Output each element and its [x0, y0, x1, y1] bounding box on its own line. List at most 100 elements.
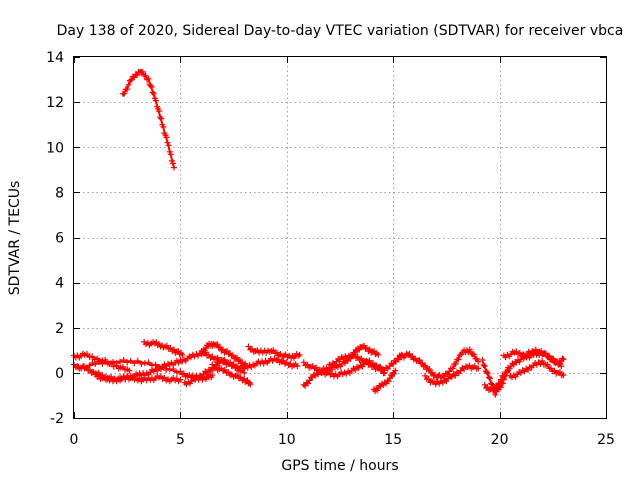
data-point [229, 352, 236, 359]
x-tick-label: 10 [278, 432, 296, 448]
data-point [274, 356, 281, 363]
y-tick-label: 4 [55, 276, 64, 292]
data-point [363, 358, 370, 365]
data-point [209, 353, 216, 360]
data-point [237, 374, 244, 381]
data-point [247, 381, 254, 388]
data-point [179, 351, 186, 358]
data-point [306, 377, 313, 384]
data-point [212, 363, 219, 370]
data-point [351, 351, 358, 358]
data-point [354, 354, 361, 360]
data-point [270, 347, 277, 354]
series-track-g [198, 340, 250, 370]
data-point [124, 86, 131, 93]
data-point [370, 363, 377, 370]
data-point [551, 367, 558, 374]
data-point [452, 360, 459, 367]
data-point [138, 360, 145, 367]
data-point [480, 362, 487, 368]
x-tick-label: 15 [384, 432, 402, 448]
series-track-c [75, 356, 248, 381]
data-point [556, 369, 563, 375]
data-point [304, 361, 311, 368]
y-tick-label: 2 [55, 321, 64, 337]
data-point [201, 347, 208, 354]
chart-title: Day 138 of 2020, Sidereal Day-to-day VTE… [57, 23, 624, 39]
data-point [425, 375, 432, 382]
data-point [113, 360, 120, 367]
data-point [149, 362, 155, 369]
data-point [294, 363, 301, 370]
data-point [159, 363, 166, 370]
data-point [148, 84, 155, 90]
data-point [163, 342, 170, 349]
data-point [488, 380, 495, 387]
data-point [163, 134, 170, 141]
data-point [392, 367, 399, 374]
data-point [539, 357, 546, 364]
data-point [234, 372, 241, 378]
y-tick-label: 14 [46, 50, 64, 66]
data-point [537, 360, 544, 367]
series-track-h [209, 361, 254, 388]
x-tick-label: 25 [597, 432, 615, 448]
x-axis-label: GPS time / hours [281, 458, 398, 474]
data-point [117, 358, 124, 365]
series-high-satellite-arc [119, 68, 177, 171]
series-track-e [141, 338, 186, 358]
data-point [230, 361, 237, 368]
y-tick-label: 6 [55, 231, 64, 247]
data-point [492, 391, 499, 398]
data-point [102, 358, 109, 365]
data-point [550, 356, 557, 363]
data-point [150, 90, 157, 97]
data-point [89, 360, 96, 366]
data-point [89, 353, 96, 360]
data-point [545, 352, 552, 359]
data-point [376, 364, 382, 371]
data-point [249, 345, 255, 352]
data-point [466, 346, 473, 353]
data-point [422, 372, 429, 379]
data-point [538, 348, 545, 354]
data-point [241, 369, 248, 376]
data-point [560, 356, 567, 363]
data-point [559, 355, 566, 362]
data-point [416, 357, 423, 363]
data-point [296, 351, 303, 358]
data-point [475, 365, 482, 372]
series-track-i [245, 343, 303, 361]
data-point [479, 357, 486, 363]
data-point [177, 368, 184, 375]
data-point [92, 370, 99, 377]
data-point [99, 360, 106, 367]
data-point [110, 363, 117, 370]
data-point [484, 370, 491, 377]
data-point [455, 356, 462, 363]
data-point [483, 369, 490, 376]
data-point [313, 364, 320, 371]
data-point [532, 346, 539, 353]
data-point [110, 359, 116, 365]
data-point [165, 142, 172, 149]
data-point [273, 349, 280, 356]
series-track-d [92, 370, 184, 385]
data-point [449, 365, 456, 372]
data-point [167, 151, 174, 158]
data-point [385, 378, 392, 385]
data-point [486, 374, 492, 381]
data-point [245, 343, 252, 350]
data-point [446, 368, 453, 375]
data-point [142, 72, 149, 79]
data-point [157, 114, 164, 121]
series-track-n [396, 346, 482, 381]
data-point [134, 72, 141, 79]
data-point [243, 363, 250, 370]
data-point [171, 164, 177, 171]
series-track-r [500, 346, 567, 367]
x-tick-label: 5 [176, 432, 185, 448]
data-point [498, 376, 504, 383]
data-point [316, 366, 323, 373]
data-point [471, 351, 478, 358]
